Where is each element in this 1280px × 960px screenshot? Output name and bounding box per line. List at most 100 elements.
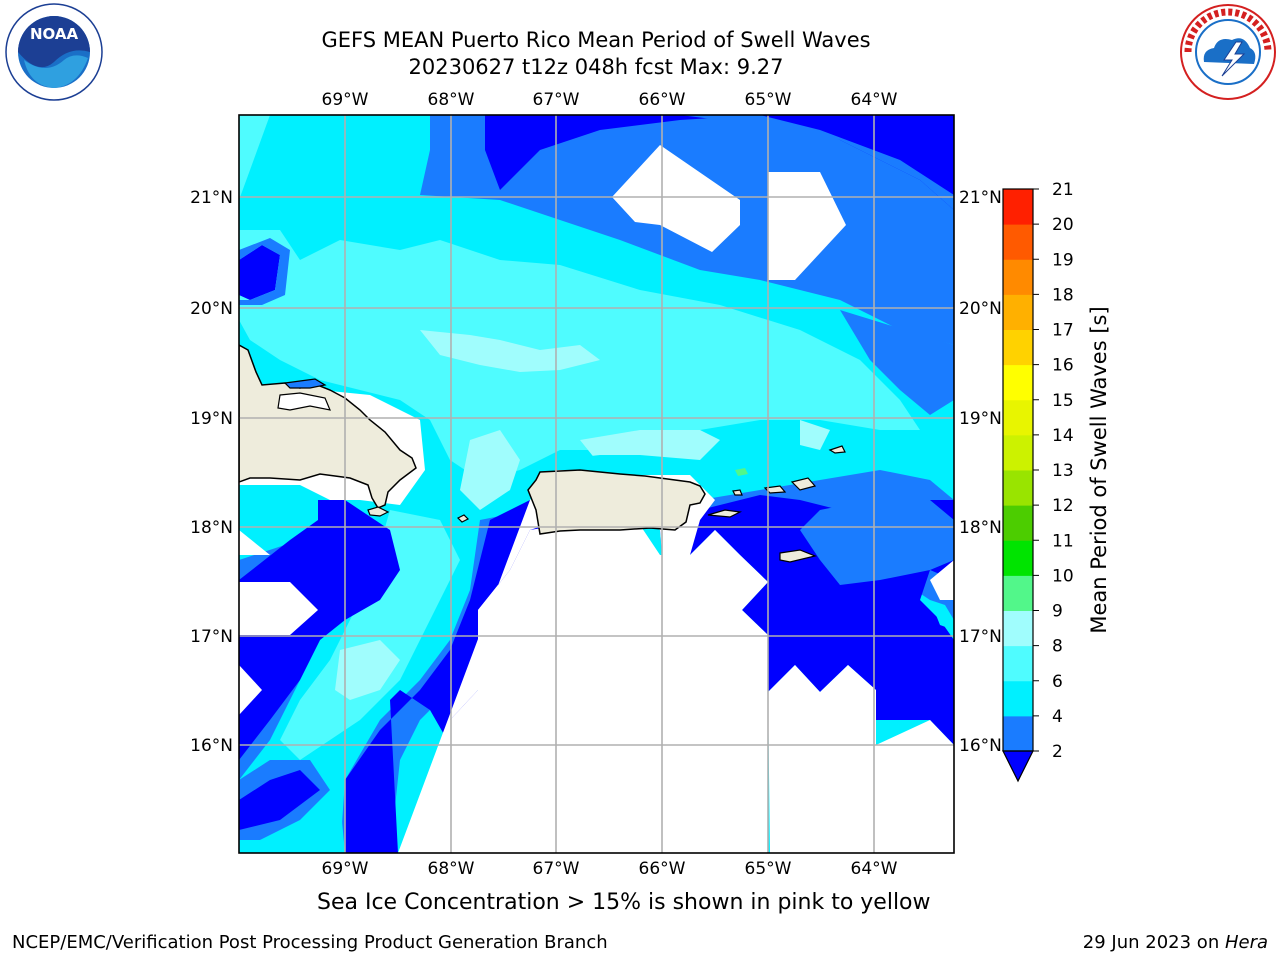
colorbar-segment: [1003, 364, 1033, 401]
land-puerto-rico: [527, 469, 706, 535]
colorbar-tick-label: 10: [1052, 566, 1074, 586]
colorbar-tick-label: 19: [1052, 250, 1074, 270]
contour-lt2-nw: [239, 245, 280, 300]
contour-4-6-pr-north: [555, 455, 710, 475]
lon-labels-bottom: 69°W 68°W 67°W 66°W 65°W 64°W: [322, 859, 898, 879]
mask-s: [398, 470, 954, 853]
contour-field: [239, 115, 954, 853]
colorbar-segment: [1003, 610, 1033, 647]
colorbar-tick-label: 15: [1052, 391, 1074, 411]
colorbar-segment: [1003, 294, 1033, 330]
lon-label-bottom: 69°W: [322, 859, 369, 879]
lat-label-left: 18°N: [190, 518, 233, 538]
land-vieques: [707, 509, 743, 518]
colorbar-segment: [1003, 189, 1033, 225]
mask-sw-1: [239, 582, 318, 635]
colorbar-tick-label: 21: [1052, 180, 1074, 200]
footer-credit: NCEP/EMC/Verification Post Processing Pr…: [12, 932, 608, 953]
mask-s-2: [450, 525, 768, 853]
colorbar-tick-label: 9: [1052, 602, 1063, 622]
colorbar-tick-label: 2: [1052, 742, 1063, 762]
mask-e: [930, 560, 954, 600]
nws-logo: [1180, 4, 1276, 100]
colorbar-tick-label: 11: [1052, 531, 1074, 551]
lon-label-top: 64°W: [851, 90, 898, 110]
colorbar-tick-label: 17: [1052, 321, 1074, 341]
lat-label-left: 16°N: [190, 736, 233, 756]
contour-6-8-sw: [280, 510, 460, 760]
colorbar-segment: [1003, 470, 1033, 506]
contour-8-9-2: [460, 430, 520, 510]
mask-sw-3: [239, 530, 270, 555]
land-virgin-islands-2: [790, 477, 817, 491]
colorbar-segment: [1003, 399, 1033, 436]
colorbar-label: Mean Period of Swell Waves [s]: [1087, 306, 1111, 633]
footer-timestamp: 29 Jun 2023 on Hera: [1083, 932, 1268, 953]
noaa-logo: NOAA: [5, 3, 103, 101]
colorbar-segment: [1003, 259, 1033, 295]
colorbar-tick-label: 13: [1052, 461, 1074, 481]
land-hispaniola-nw: [277, 392, 331, 411]
lat-label-left: 19°N: [190, 409, 233, 429]
colorbar-tick-label: 6: [1052, 672, 1063, 692]
colorbar-tick-label: 4: [1052, 707, 1063, 727]
mask-sw-2: [239, 665, 262, 715]
contour-8-9-1: [420, 330, 600, 372]
contour-lt2-sw: [239, 500, 400, 760]
colorbar-tick-label: 20: [1052, 215, 1074, 235]
land-anegada: [828, 445, 846, 454]
contour-4-6-se-edge: [930, 600, 954, 630]
lat-label-right: 19°N: [959, 409, 1002, 429]
contour-9-10-spot: [735, 468, 748, 476]
colorbar-tick-label: 16: [1052, 356, 1074, 376]
colorbar-segment: [1003, 645, 1033, 682]
chart-title: GEFS MEAN Puerto Rico Mean Period of Swe…: [321, 28, 871, 52]
lat-label-right: 21°N: [959, 188, 1002, 208]
colorbar-segment: [1003, 224, 1033, 260]
colorbar-segment: [1003, 434, 1033, 471]
contour-8-9-sw: [335, 640, 400, 700]
lon-label-top: 65°W: [745, 90, 792, 110]
mask-ne-2: [768, 172, 846, 280]
colorbar-segment: [1003, 329, 1033, 366]
colorbar: 2 4 6 8 9 10 11 12 13 14 15 16 17 18 19 20 21: [1002, 180, 1074, 783]
contour-6-8-nw: [239, 115, 270, 200]
lon-label-top: 68°W: [428, 90, 475, 110]
contour-2-4-inner: [680, 115, 954, 210]
graticule: [239, 115, 954, 853]
colorbar-segment: [1003, 540, 1033, 576]
lon-label-top: 69°W: [322, 90, 369, 110]
lat-label-right: 20°N: [959, 299, 1002, 319]
mask-se-corner: [876, 720, 954, 853]
colorbar-segment: [1003, 505, 1033, 541]
colorbar-tick-label: 8: [1052, 637, 1063, 657]
contour-2-4-se-inner: [800, 500, 954, 585]
colorbar-segment: [1003, 575, 1033, 611]
lon-labels-top: 69°W 68°W 67°W 66°W 65°W 64°W: [322, 90, 898, 110]
land-culebra: [732, 489, 743, 496]
land-saona: [367, 506, 390, 517]
lat-labels-right: 21°N 20°N 19°N 18°N 17°N 16°N: [959, 188, 1002, 756]
contour-8-9-4: [800, 420, 830, 450]
colorbar-tick-label: 14: [1052, 426, 1074, 446]
lat-label-left: 20°N: [190, 299, 233, 319]
lon-label-bottom: 64°W: [851, 859, 898, 879]
lat-label-right: 16°N: [959, 736, 1002, 756]
footer-machine: Hera: [1224, 932, 1268, 953]
plot-frame: [238, 114, 955, 854]
chart-subtitle: 20230627 t12z 048h fcst Max: 9.27: [408, 55, 784, 79]
footer-date: 29 Jun 2023 on: [1082, 932, 1225, 953]
lat-labels-left: 21°N 20°N 19°N 18°N 17°N 16°N: [190, 188, 233, 756]
contour-2-4-nw: [239, 238, 290, 305]
colorbar-segment: [1003, 680, 1033, 717]
colorbar-under-extension: [1002, 750, 1034, 783]
mask-lowleft-gap: [239, 800, 345, 853]
noaa-logo-text: NOAA: [30, 25, 79, 43]
lon-label-top: 67°W: [533, 90, 580, 110]
land-tortuga: [283, 378, 327, 389]
colorbar-tick-label: 12: [1052, 496, 1074, 516]
lon-label-bottom: 66°W: [639, 859, 686, 879]
contour-2-4-e: [840, 310, 954, 415]
lat-label-right: 17°N: [959, 627, 1002, 647]
